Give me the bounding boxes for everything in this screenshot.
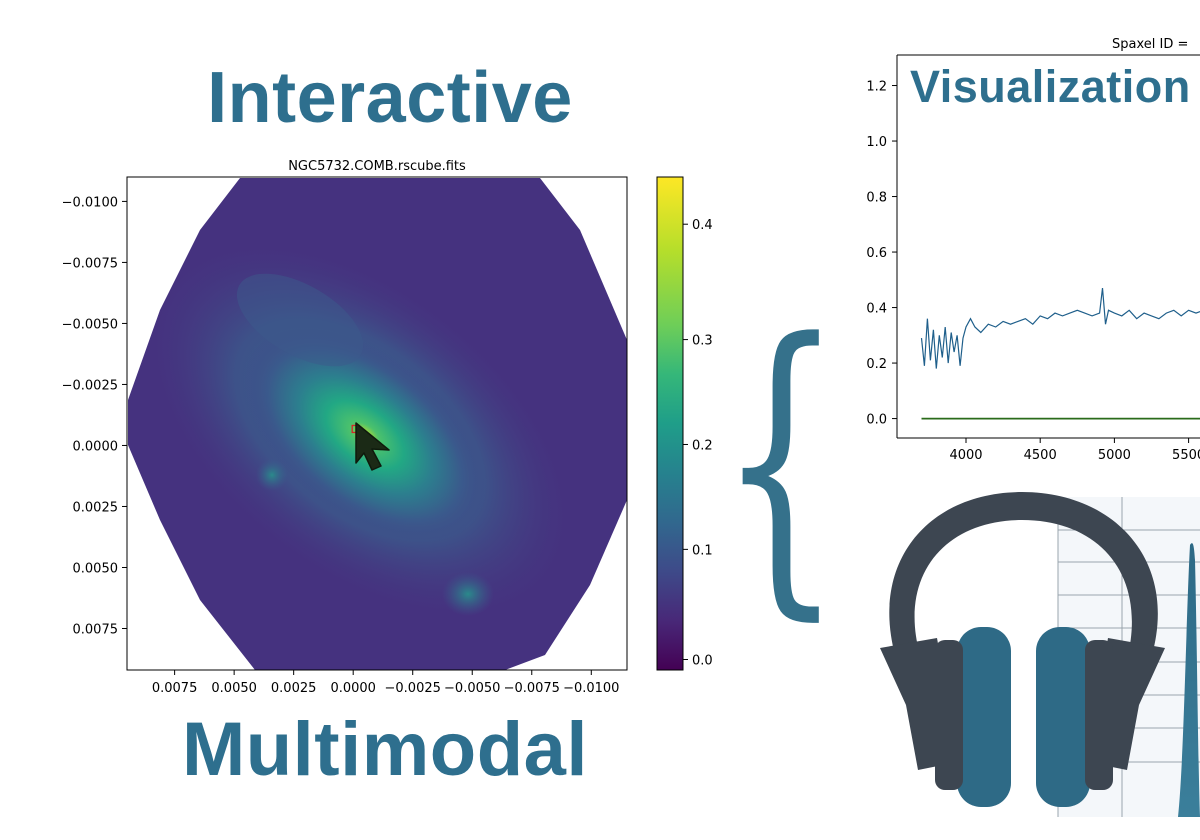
spectrum-x-tick-label: 4500	[1024, 448, 1057, 463]
heatmap-x-tick-label: 0.0025	[271, 681, 317, 696]
spectrum-x-tick-label: 4000	[949, 448, 982, 463]
colorbar-tick-label: 0.0	[692, 654, 713, 669]
headline-visualization: Visualization	[910, 61, 1191, 112]
colorbar-tick-label: 0.2	[692, 438, 713, 453]
headphones-icon	[880, 492, 1165, 807]
spectrum-y-tick-label: 0.8	[866, 191, 887, 206]
heatmap-y-tick-label: −0.0025	[62, 378, 118, 393]
heatmap-x-tick-label: −0.0025	[385, 681, 441, 696]
galaxy-image[interactable]	[85, 172, 636, 688]
heatmap-y-axis: −0.0100 −0.0075 −0.0050 −0.0025 0.0000 0.0025…	[62, 195, 127, 638]
spectrum-x-tick-label: 5000	[1098, 448, 1131, 463]
colorbar-gradient	[656, 176, 684, 671]
heatmap-y-tick-label: −0.0050	[62, 317, 118, 332]
spectrum-series	[920, 288, 1200, 420]
spectrum-line	[920, 288, 1200, 369]
colorbar-tick-label: 0.4	[692, 218, 713, 233]
colorbar-ticks: 0.4 0.3 0.2 0.1 0.0	[683, 218, 713, 669]
colorbar: 0.4 0.3 0.2 0.1 0.0	[656, 176, 713, 671]
headline-multimodal: Multimodal	[181, 707, 589, 792]
spectrum-y-tick-label: 0.4	[866, 302, 887, 317]
heatmap-y-tick-label: −0.0075	[62, 256, 118, 271]
waveform-peak	[1178, 543, 1200, 817]
heatmap-x-tick-label: −0.0075	[504, 681, 560, 696]
spectrum-y-tick-label: 0.0	[866, 413, 887, 428]
spectrum-y-axis: 0.0 0.2 0.4 0.6 0.8 1.0 1.2	[866, 80, 897, 428]
heatmap-y-tick-label: 0.0075	[73, 623, 119, 638]
heatmap-x-axis: 0.0075 0.0050 0.0025 0.0000 −0.0025 −0.0050 −0…	[152, 670, 619, 696]
heatmap-x-tick-label: 0.0000	[330, 681, 376, 696]
spectrum-title: Spaxel ID =	[1112, 37, 1188, 52]
spectrum-y-tick-label: 0.2	[866, 357, 887, 372]
headline-interactive: Interactive	[207, 58, 573, 138]
heatmap-frame	[126, 176, 628, 671]
heatmap-x-tick-label: 0.0050	[211, 681, 257, 696]
heatmap-y-tick-label: 0.0025	[73, 500, 119, 515]
sonification-graphic	[880, 492, 1200, 817]
heatmap-x-tick-label: −0.0100	[563, 681, 619, 696]
arrow-cursor-icon	[355, 422, 390, 471]
colorbar-tick-label: 0.1	[692, 543, 713, 558]
datacube-heatmap[interactable]: NGC5732.COMB.rscube.fits 0.0075 0.0050 0.0…	[62, 159, 636, 696]
heatmap-y-tick-label: −0.0100	[62, 195, 118, 210]
heatmap-y-tick-label: 0.0050	[73, 561, 119, 576]
colorbar-tick-label: 0.3	[692, 334, 713, 349]
heatmap-title: NGC5732.COMB.rscube.fits	[288, 159, 466, 174]
heatmap-y-tick-label: 0.0000	[73, 439, 119, 454]
spectrum-y-tick-label: 0.6	[866, 246, 887, 261]
curly-brace-icon: {	[718, 276, 844, 646]
spectrum-y-tick-label: 1.2	[866, 80, 887, 95]
heatmap-x-tick-label: −0.0050	[444, 681, 500, 696]
heatmap-x-tick-label: 0.0075	[152, 681, 198, 696]
spectrum-y-tick-label: 1.0	[866, 135, 887, 150]
